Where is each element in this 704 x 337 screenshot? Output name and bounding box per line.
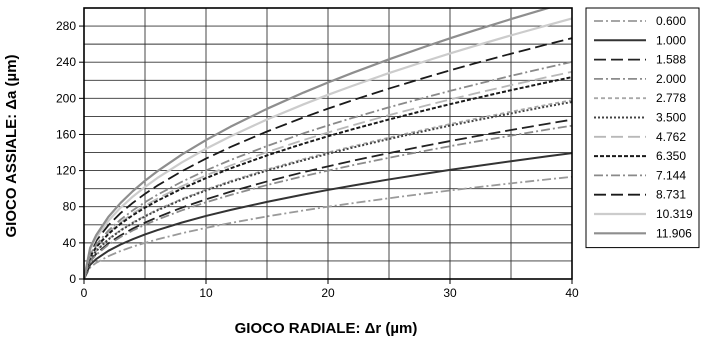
series-line-1.588 [84,118,572,279]
legend-label-6.350: 6.350 [656,149,686,163]
legend-label-11.906: 11.906 [656,226,692,240]
legend: 0.600 1.000 1.588 2.000 2.778 3.500 4.762 6.350… [585,7,700,249]
legend-label-2.778: 2.778 [656,91,686,105]
legend-box [585,7,700,249]
x-tick-label: 20 [321,286,335,300]
legend-label-1.000: 1.000 [656,33,686,47]
x-tick-label: 40 [565,286,579,300]
y-tick-label: 80 [63,200,77,214]
legend-label-3.500: 3.500 [656,111,686,125]
y-tick-label: 200 [56,91,76,105]
legend-label-8.731: 8.731 [656,188,686,202]
y-tick-label: 240 [56,55,76,69]
legend-label-4.762: 4.762 [656,130,686,144]
series-line-10.319 [84,17,572,279]
series-line-2.778 [84,99,572,279]
y-tick-label: 0 [69,272,76,286]
series-line-4.762 [84,70,572,279]
y-tick-label: 280 [56,19,76,33]
legend-label-10.319: 10.319 [656,207,693,221]
legend-label-1.588: 1.588 [656,53,686,67]
y-tick-label: 120 [56,164,76,178]
y-axis-title: GIOCO ASSIALE: Δa (µm) [3,54,20,237]
series-line-6.350 [84,76,572,279]
y-axis-ticks: 0 40 80 120 160 200 240 280 [56,19,84,286]
legend-label-0.600: 0.600 [656,14,686,28]
x-tick-label: 10 [199,286,213,300]
x-tick-label: 0 [81,286,88,300]
x-axis-title: GIOCO RADIALE: Δr (µm) [235,320,418,337]
series-line-1.000 [84,152,572,279]
series-line-0.600 [84,175,572,279]
y-tick-label: 160 [56,127,76,141]
legend-label-7.144: 7.144 [656,168,686,182]
series-line-8.731 [84,37,572,279]
series-line-11.906 [84,8,553,279]
series-line-7.144 [84,60,572,279]
series-line-2.000 [84,124,572,279]
series-lines [84,8,572,279]
y-tick-label: 40 [63,236,77,250]
legend-label-2.000: 2.000 [656,72,686,86]
x-tick-label: 30 [443,286,457,300]
x-axis-ticks: 0 10 20 30 40 [81,279,579,300]
